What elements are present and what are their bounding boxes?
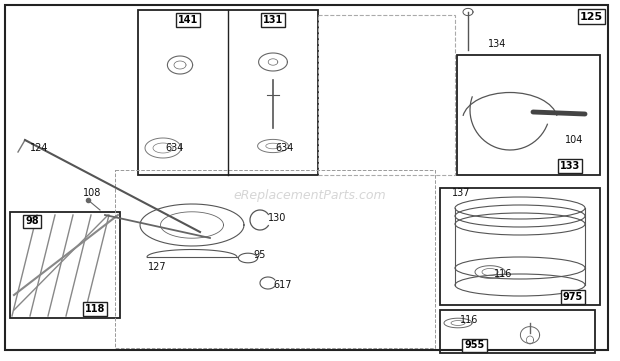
Text: 116: 116 (460, 315, 479, 325)
Text: 131: 131 (263, 15, 283, 25)
Bar (440, 310, 595, 353)
Text: 116: 116 (494, 269, 512, 279)
Text: 137: 137 (452, 188, 471, 198)
Text: 95: 95 (253, 250, 265, 260)
Text: 141: 141 (178, 15, 198, 25)
Text: 118: 118 (85, 304, 105, 314)
Bar (457, 55, 600, 175)
Text: 634: 634 (165, 143, 184, 153)
Text: 125: 125 (580, 12, 603, 22)
Bar (318, 15, 455, 175)
Text: eReplacementParts.com: eReplacementParts.com (234, 188, 386, 201)
Bar (115, 170, 435, 348)
Bar (138, 10, 318, 175)
Text: 130: 130 (268, 213, 286, 223)
Text: 133: 133 (560, 161, 580, 171)
Text: 134: 134 (488, 39, 507, 49)
Text: 98: 98 (25, 217, 39, 226)
Text: 108: 108 (83, 188, 102, 198)
Text: 955: 955 (464, 340, 485, 351)
Text: 124: 124 (30, 143, 48, 153)
Text: 634: 634 (275, 143, 293, 153)
Bar (440, 188, 600, 305)
Text: 617: 617 (273, 280, 291, 290)
Text: 127: 127 (148, 262, 167, 272)
Text: 104: 104 (565, 135, 583, 145)
Text: 975: 975 (563, 292, 583, 302)
Bar (10, 212, 120, 318)
